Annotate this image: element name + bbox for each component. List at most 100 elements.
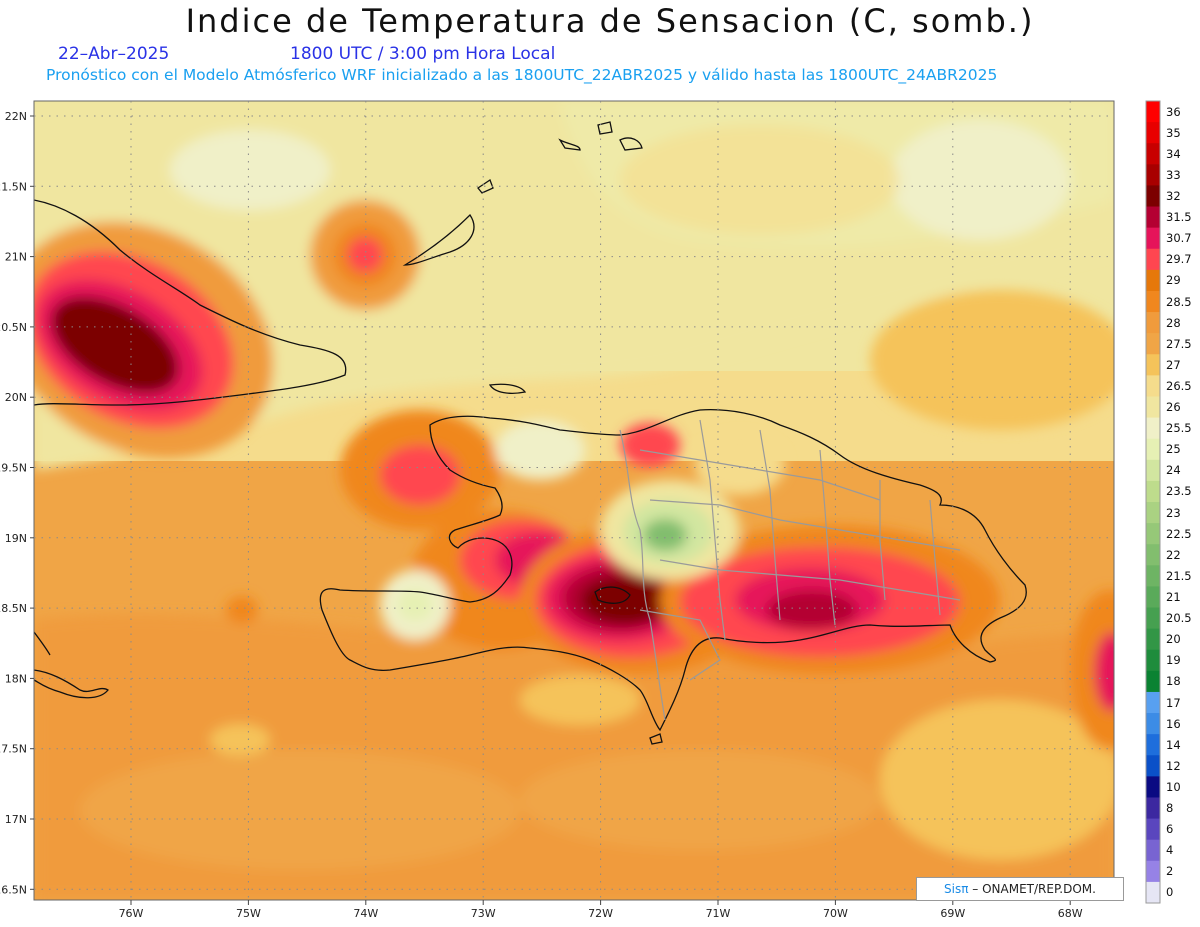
coastlines [34,121,1027,745]
longitude-label: 76W [119,907,144,920]
colorbar-label: 12 [1166,758,1181,773]
sispi-logo-text: Sisπ [944,882,969,896]
colorbar-swatch [1146,354,1160,376]
longitude-label: 68W [1058,907,1083,920]
forecast-date: 22–Abr–2025 [58,44,170,64]
colorbar-swatch [1146,164,1160,186]
colorbar-label: 14 [1166,737,1181,752]
colorbar-frame [1145,100,1161,904]
longitude-label: 71W [706,907,731,920]
colorbar-label: 29 [1166,273,1181,288]
colorbar-swatch [1146,565,1160,587]
colorbar-swatch [1146,523,1160,545]
colorbar-label: 34 [1166,146,1181,161]
colorbar-label: 18 [1166,674,1181,689]
colorbar-swatch [1146,691,1160,714]
colorbar-label: 23 [1166,505,1181,520]
colorbar-swatch [1146,122,1160,144]
colorbar-label: 8 [1166,801,1174,816]
colorbar-swatch [1146,269,1160,292]
colorbar-swatch [1146,544,1160,566]
colorbar-label: 2 [1166,864,1174,879]
longitude-label: 69W [940,907,965,920]
colorbar-swatch [1146,375,1160,397]
colorbar-swatch [1146,459,1160,482]
latitude-label: 20.5N [0,321,27,334]
latitude-label: 19.5N [0,462,27,475]
colorbar-label: 17 [1166,695,1181,710]
colorbar-swatch [1146,860,1160,883]
colorbar-label: 29.7 [1166,252,1192,267]
colorbar-swatch [1146,438,1160,461]
colorbar-label: 25 [1166,442,1181,457]
credit-text: – ONAMET/REP.DOM. [968,882,1096,896]
colorbar-swatch [1146,607,1160,630]
colorbar-label: 22.5 [1166,526,1192,541]
colorbar-swatch [1146,713,1160,735]
colorbar-swatch [1146,776,1160,798]
colorbar [1145,100,1161,904]
field-layer [34,101,1114,900]
colorbar-label: 26 [1166,400,1181,415]
colorbar-label: 28.5 [1166,294,1192,309]
longitude-label: 74W [353,907,378,920]
colorbar-label: 24 [1166,463,1181,478]
colorbar-swatch [1146,480,1160,503]
colorbar-label: 27.5 [1166,336,1192,351]
colorbar-label: 35 [1166,125,1181,140]
latitude-label: 17N [5,813,27,826]
colorbar-swatch [1146,396,1160,419]
colorbar-label: 16 [1166,716,1181,731]
colorbar-label: 25.5 [1166,421,1192,436]
latitude-label: 18N [5,672,27,685]
colorbar-label: 20.5 [1166,611,1192,626]
colorbar-label: 30.7 [1166,231,1192,246]
colorbar-swatch [1146,797,1160,820]
colorbar-swatch [1146,734,1160,756]
latitude-label: 17.5N [0,743,27,756]
colorbar-label: 20 [1166,632,1181,647]
colorbar-label: 6 [1166,822,1174,837]
colorbar-swatch [1146,502,1160,524]
province-borders [619,419,961,721]
colorbar-label: 33 [1166,167,1181,182]
model-info: Pronóstico con el Modelo Atmósferico WRF… [46,66,998,84]
plot-frame [33,100,1115,901]
colorbar-swatch [1146,290,1160,313]
colorbar-label: 23.5 [1166,484,1192,499]
latitude-label: 22N [5,110,27,123]
colorbar-swatch [1146,670,1160,693]
colorbar-label: 26.5 [1166,378,1192,393]
colorbar-swatch [1146,755,1160,777]
colorbar-swatch [1146,649,1160,672]
colorbar-label: 0 [1166,885,1174,900]
latitude-label: 19N [5,532,27,545]
forecast-time: 1800 UTC / 3:00 pm Hora Local [290,44,556,64]
longitude-labels: 76W 75W 74W 73W 72W 71W 70W 69W 68W [119,900,1083,920]
colorbar-swatch [1146,143,1160,165]
colorbar-swatch [1146,333,1160,355]
colorbar-label: 27 [1166,357,1181,372]
colorbar-swatch [1146,818,1160,841]
colorbar-label: 21.5 [1166,568,1192,583]
colorbar-label: 10 [1166,779,1181,794]
colorbar-label: 19 [1166,653,1181,668]
latitude-label: 18.5N [0,602,27,615]
colorbar-swatch [1146,185,1160,208]
latitude-label: 21N [5,251,27,264]
colorbar-swatch [1146,227,1160,250]
latitude-label: 20N [5,391,27,404]
latitude-label: 16.5N [0,883,27,896]
colorbar-label: 22 [1166,547,1181,562]
latitude-labels: 22N 21.5N 21N 20.5N 20N 19.5N 19N 18.5N 18N 17.5N… [0,110,34,896]
colorbar-label: 28 [1166,315,1181,330]
colorbar-swatch [1146,101,1160,123]
longitude-label: 72W [588,907,613,920]
colorbar-label: 31.5 [1166,210,1192,225]
colorbar-swatch [1146,248,1160,271]
colorbar-swatch [1146,417,1160,440]
colorbar-swatch [1146,312,1160,334]
map-title: Indice de Temperatura de Sensacion (C, s… [185,2,1035,40]
colorbar-swatch [1146,586,1160,609]
